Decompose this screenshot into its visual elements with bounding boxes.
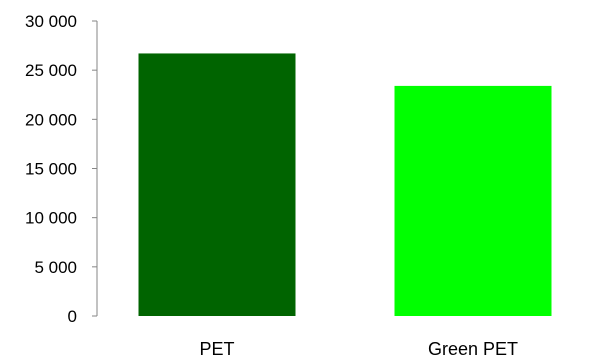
y-tick-label: 5 000 — [34, 258, 77, 277]
y-tick-label: 0 — [68, 307, 77, 326]
y-tick-label: 20 000 — [25, 110, 77, 129]
x-category-label: PET — [199, 339, 234, 359]
axis-layer — [92, 20, 98, 317]
bar-green-pet — [394, 85, 552, 317]
bar-layer — [138, 53, 552, 317]
y-tick-label: 25 000 — [25, 61, 77, 80]
label-layer: 0 5 000 10 000 15 000 20 000 25 000 30 000 PET G… — [25, 12, 518, 359]
x-category-label: Green PET — [428, 339, 518, 359]
y-tick-label: 10 000 — [25, 209, 77, 228]
y-tick-label: 30 000 — [25, 12, 77, 31]
y-tick-label: 15 000 — [25, 160, 77, 179]
bar-pet — [138, 53, 296, 316]
